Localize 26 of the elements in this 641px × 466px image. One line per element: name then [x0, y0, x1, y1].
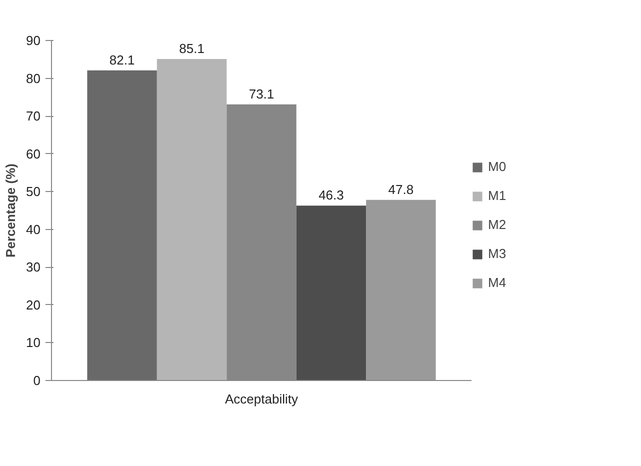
bar	[87, 70, 157, 380]
y-tick-label: 0	[33, 373, 41, 388]
legend-label: M4	[488, 275, 508, 290]
legend-label: M3	[488, 246, 508, 261]
y-tick-label: 60	[26, 146, 41, 162]
y-tick-label: 10	[26, 335, 41, 350]
bar	[296, 206, 366, 380]
y-tick-label: 50	[26, 184, 41, 200]
y-tick-label: 70	[26, 108, 41, 124]
data-label: 82.1	[109, 52, 135, 68]
data-label: 46.3	[318, 188, 344, 203]
y-tick-label: 30	[26, 260, 41, 275]
legend-label: M0	[488, 159, 508, 174]
data-label: 73.1	[248, 86, 274, 102]
data-label: 47.8	[388, 182, 414, 197]
data-label: 85.1	[179, 41, 204, 56]
y-tick-label: 90	[26, 33, 41, 48]
bar	[366, 200, 436, 380]
x-tick-label: Acceptability	[225, 392, 298, 406]
y-tick-label: 80	[26, 70, 41, 86]
y-tick-label: 40	[26, 222, 41, 237]
bar	[156, 59, 227, 380]
y-axis-title: Percentage (%)	[3, 164, 18, 258]
legend-label: M2	[488, 217, 508, 232]
y-tick-label: 20	[26, 297, 41, 312]
legend-label: M1	[488, 188, 508, 203]
